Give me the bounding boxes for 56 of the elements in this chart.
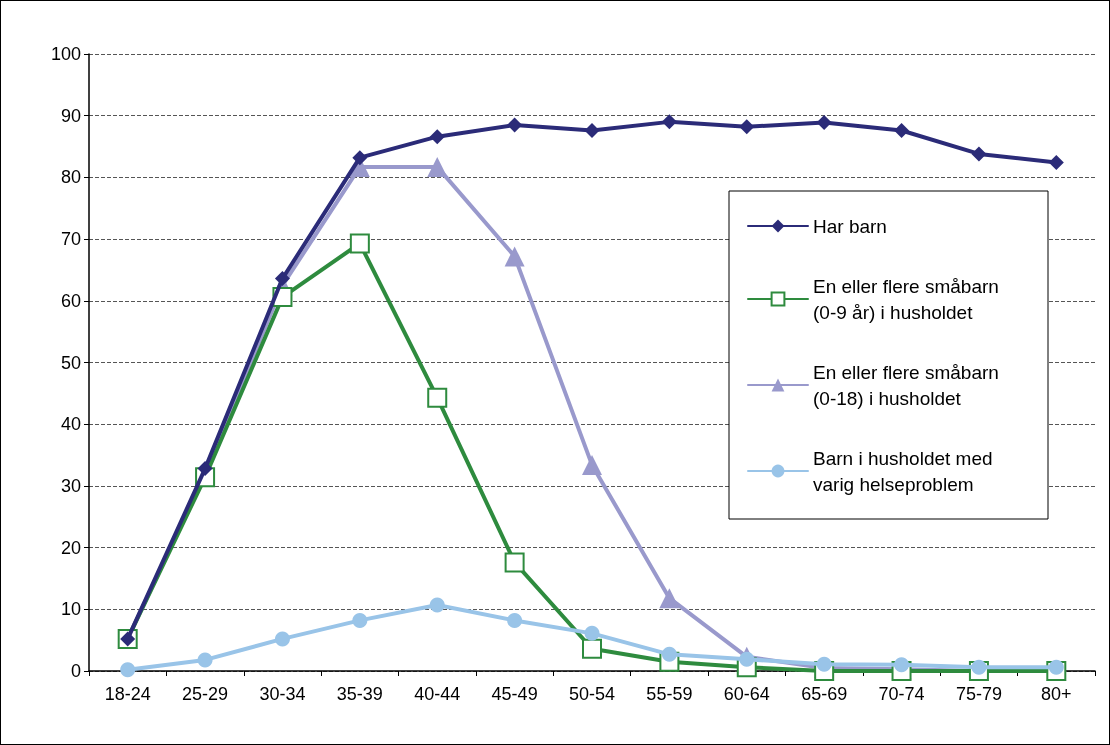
y-tick-label: 0 xyxy=(70,661,81,681)
point xyxy=(427,387,448,408)
legend-label: Har barn xyxy=(813,215,887,237)
point xyxy=(507,612,523,628)
y-tick-label: 60 xyxy=(60,290,81,311)
point xyxy=(507,117,523,133)
legend-label: En eller flere småbarn (0-18) i husholdet xyxy=(813,361,1005,409)
point xyxy=(504,246,525,267)
x-tick-label: 35-39 xyxy=(336,684,383,704)
x-tick-label: 70-74 xyxy=(878,684,925,704)
point xyxy=(584,123,600,139)
point xyxy=(661,114,677,130)
x-tick-label: 60-64 xyxy=(723,684,770,704)
y-tick-label: 70 xyxy=(60,229,81,250)
point xyxy=(349,233,370,254)
y-tick-label: 100 xyxy=(50,44,81,64)
legend-label: En eller flere småbarn (0-9 år) i husholdet xyxy=(813,275,1005,323)
x-tick-label: 25-29 xyxy=(182,684,229,704)
y-tick-label: 20 xyxy=(60,537,81,558)
x-tick-label: 50-54 xyxy=(568,684,616,704)
y-tick-label: 30 xyxy=(60,475,81,496)
point xyxy=(894,123,910,139)
point xyxy=(739,651,755,667)
y-tick-label: 40 xyxy=(60,414,81,435)
point xyxy=(197,652,213,668)
x-tick-label: 40-44 xyxy=(414,684,461,704)
point xyxy=(816,114,832,130)
x-tick-label: 75-79 xyxy=(955,684,1002,704)
point xyxy=(120,662,136,678)
point xyxy=(197,461,213,477)
y-tick-label: 90 xyxy=(60,105,81,126)
point xyxy=(352,150,368,166)
x-tick-label: 55-59 xyxy=(646,684,693,704)
point xyxy=(659,588,680,609)
legend-label: Barn i husholdet med varig helseproblem xyxy=(813,447,998,495)
point xyxy=(582,638,602,659)
y-tick-label: 80 xyxy=(60,167,81,188)
point xyxy=(1048,155,1064,171)
point xyxy=(504,552,525,573)
point xyxy=(274,631,290,647)
x-tick-label: 45-49 xyxy=(491,684,538,704)
x-tick-label: 18-24 xyxy=(104,684,151,704)
point xyxy=(352,612,368,628)
point xyxy=(429,597,445,613)
point xyxy=(429,129,445,145)
x-tick-label: 30-34 xyxy=(259,684,306,704)
point xyxy=(427,156,448,177)
y-tick-label: 10 xyxy=(60,599,81,620)
point xyxy=(971,146,987,162)
point xyxy=(274,271,290,287)
point xyxy=(739,119,755,135)
x-tick-label: 80+ xyxy=(1041,684,1072,704)
point xyxy=(584,625,600,641)
x-tick-label: 65-69 xyxy=(801,684,848,704)
point xyxy=(582,454,602,475)
y-tick-label: 50 xyxy=(60,352,81,373)
